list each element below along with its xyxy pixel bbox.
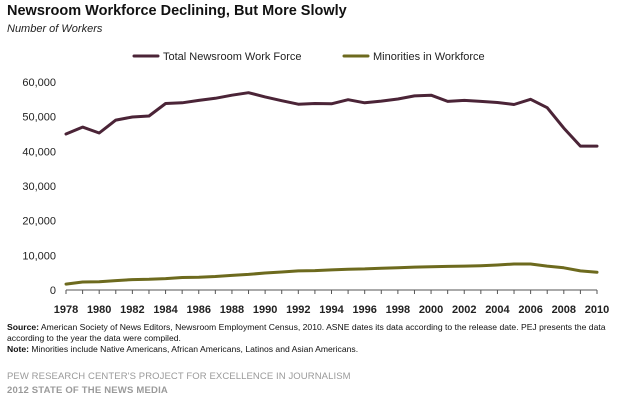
x-tick-label: 2004 (485, 304, 510, 316)
x-tick-label: 1992 (286, 304, 310, 316)
source-label: Source: (7, 322, 39, 332)
x-tick-label: 2000 (419, 304, 443, 316)
x-axis: 1978 1980 1982 1984 1986 1988 1990 1992 1994 1996… (54, 289, 609, 316)
x-tick-label: 2006 (518, 304, 542, 316)
x-tick-label: 1996 (352, 304, 376, 316)
y-tick-label: 30,000 (22, 181, 56, 193)
chart-subtitle: Number of Workers (7, 23, 103, 35)
note-text: Minorities include Native Americans, Afr… (31, 344, 359, 354)
source-note: Source: American Society of News Editors… (7, 322, 619, 344)
footer-org: PEW RESEARCH CENTER'S PROJECT FOR EXCELL… (7, 371, 351, 382)
note-label: Note: (7, 344, 29, 354)
footer-report: 2012 STATE OF THE NEWS MEDIA (7, 385, 168, 396)
footer: PEW RESEARCH CENTER'S PROJECT FOR EXCELL… (7, 370, 351, 398)
y-tick-label: 20,000 (22, 216, 56, 228)
x-tick-label: 2010 (585, 304, 609, 316)
source-text: American Society of News Editors, Newsro… (7, 322, 606, 343)
x-tick-label: 1982 (120, 304, 144, 316)
legend-label: Total Newsroom Work Force (163, 51, 302, 63)
x-tick-label: 1988 (220, 304, 244, 316)
series-line-total-workforce (64, 91, 599, 148)
chart-notes: Source: American Society of News Editors… (7, 322, 619, 355)
line-chart: Total Newsroom Work Force Minorities in W… (22, 51, 609, 316)
x-tick-label: 1998 (386, 304, 410, 316)
legend-label: Minorities in Workforce (373, 51, 485, 63)
y-tick-label: 50,000 (22, 112, 56, 124)
y-axis: 0 10,000 20,000 30,000 40,000 50,000 60,000 (22, 77, 56, 297)
series-lines (64, 91, 599, 286)
x-tick-label: 1978 (54, 304, 78, 316)
x-tick-label: 2002 (452, 304, 476, 316)
y-tick-label: 10,000 (22, 250, 56, 262)
y-tick-label: 0 (50, 285, 56, 297)
y-tick-label: 40,000 (22, 146, 56, 158)
x-tick-label: 1990 (253, 304, 277, 316)
y-tick-label: 60,000 (22, 77, 56, 89)
chart-title: Newsroom Workforce Declining, But More S… (7, 3, 347, 19)
x-tick-label: 1994 (319, 304, 344, 316)
minority-note: Note: Minorities include Native American… (7, 344, 619, 355)
x-tick-label: 1986 (187, 304, 211, 316)
legend: Total Newsroom Work Force Minorities in W… (132, 51, 485, 63)
x-tick-label: 1984 (153, 304, 178, 316)
x-tick-label: 1980 (87, 304, 111, 316)
x-tick-label: 2008 (552, 304, 576, 316)
series-line-minorities (64, 262, 599, 286)
